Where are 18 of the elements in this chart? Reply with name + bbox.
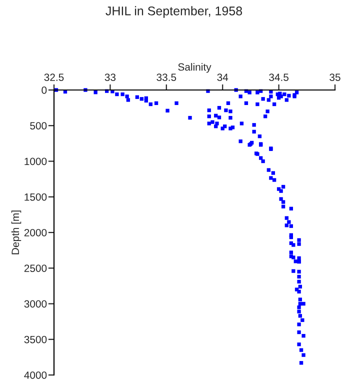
x-tick-label: 32.5 bbox=[44, 74, 64, 81]
y-tick-label: 500 bbox=[30, 122, 47, 130]
x-tick-label: 34.5 bbox=[269, 74, 288, 81]
y-tick-label: 2500 bbox=[24, 264, 47, 272]
x-tick-label: 35 bbox=[330, 74, 340, 81]
y-tick-label: 3000 bbox=[24, 300, 47, 308]
chart-title: JHIL in September, 1958 bbox=[106, 6, 242, 18]
y-tick-label: 4000 bbox=[24, 372, 47, 379]
x-tick-label: 34 bbox=[217, 74, 228, 81]
y-tick-label: 0 bbox=[42, 86, 47, 94]
y-tick-label: 1000 bbox=[24, 158, 47, 166]
x-tick-label: 33.5 bbox=[156, 74, 176, 81]
x-axis-title: Salinity bbox=[178, 63, 212, 73]
y-tick-label: 3500 bbox=[24, 336, 47, 344]
y-tick-label: 1500 bbox=[24, 193, 47, 201]
x-tick-label: 33 bbox=[104, 74, 116, 81]
y-axis-title: Depth [m] bbox=[11, 210, 22, 254]
y-tick-label: 2000 bbox=[24, 229, 47, 236]
